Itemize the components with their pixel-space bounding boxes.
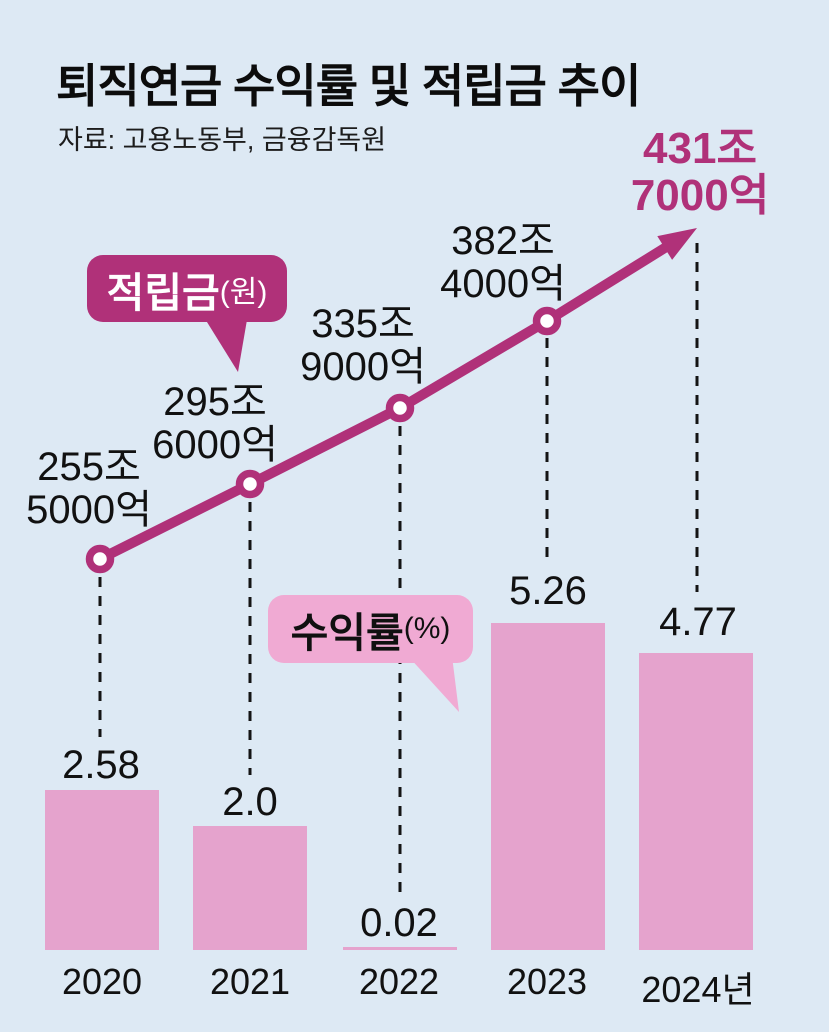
bar-2023	[491, 623, 605, 950]
deposit-value-label-2024-highlight: 431조 7000억	[630, 124, 770, 220]
line-marker-2021	[235, 469, 265, 499]
bar-2020	[45, 790, 159, 950]
line-marker-2022	[385, 393, 415, 423]
deposit-value-label-2020: 255조 5000억	[26, 445, 152, 532]
trend-arrowhead-icon	[657, 228, 697, 260]
return-series-callout: 수익률 (%)	[268, 595, 473, 663]
deposit-value-label-2021: 295조 6000억	[152, 380, 278, 467]
deposit-series-callout: 적립금 (원)	[87, 255, 287, 322]
return-callout-tail	[408, 656, 459, 712]
bar-2022	[343, 947, 457, 950]
axis-label-2020: 2020	[61, 961, 143, 1002]
deposit-series-label: 적립금	[106, 269, 220, 316]
chart-source: 자료: 고용노동부, 금융감독원	[58, 125, 387, 155]
line-marker-2020	[85, 544, 115, 574]
bar-2021	[193, 826, 307, 950]
deposit-value-label-2023: 382조 4000억	[440, 219, 566, 306]
return-value-label-2022: 0.02	[360, 901, 438, 945]
bar-2024	[639, 653, 753, 950]
deposit-series-unit: (원)	[219, 275, 268, 309]
line-marker-2023	[532, 306, 562, 336]
axis-label-2022: 2022	[358, 961, 440, 1002]
axis-label-2023: 2023	[506, 961, 588, 1002]
deposit-value-label-2022: 335조 9000억	[300, 302, 426, 389]
deposit-callout-tail	[202, 314, 248, 372]
return-series-unit: (%)	[403, 612, 451, 645]
return-value-label-2023: 5.26	[509, 569, 587, 613]
return-value-label-2020: 2.58	[62, 743, 140, 787]
return-value-label-2024: 4.77	[659, 600, 737, 644]
axis-label-2024: 2024년	[641, 969, 755, 1010]
axis-label-2021: 2021	[209, 961, 291, 1002]
return-value-label-2021: 2.0	[222, 780, 278, 824]
chart-title: 퇴직연금 수익률 및 적립금 추이	[56, 60, 641, 112]
return-series-label: 수익률	[290, 610, 404, 656]
